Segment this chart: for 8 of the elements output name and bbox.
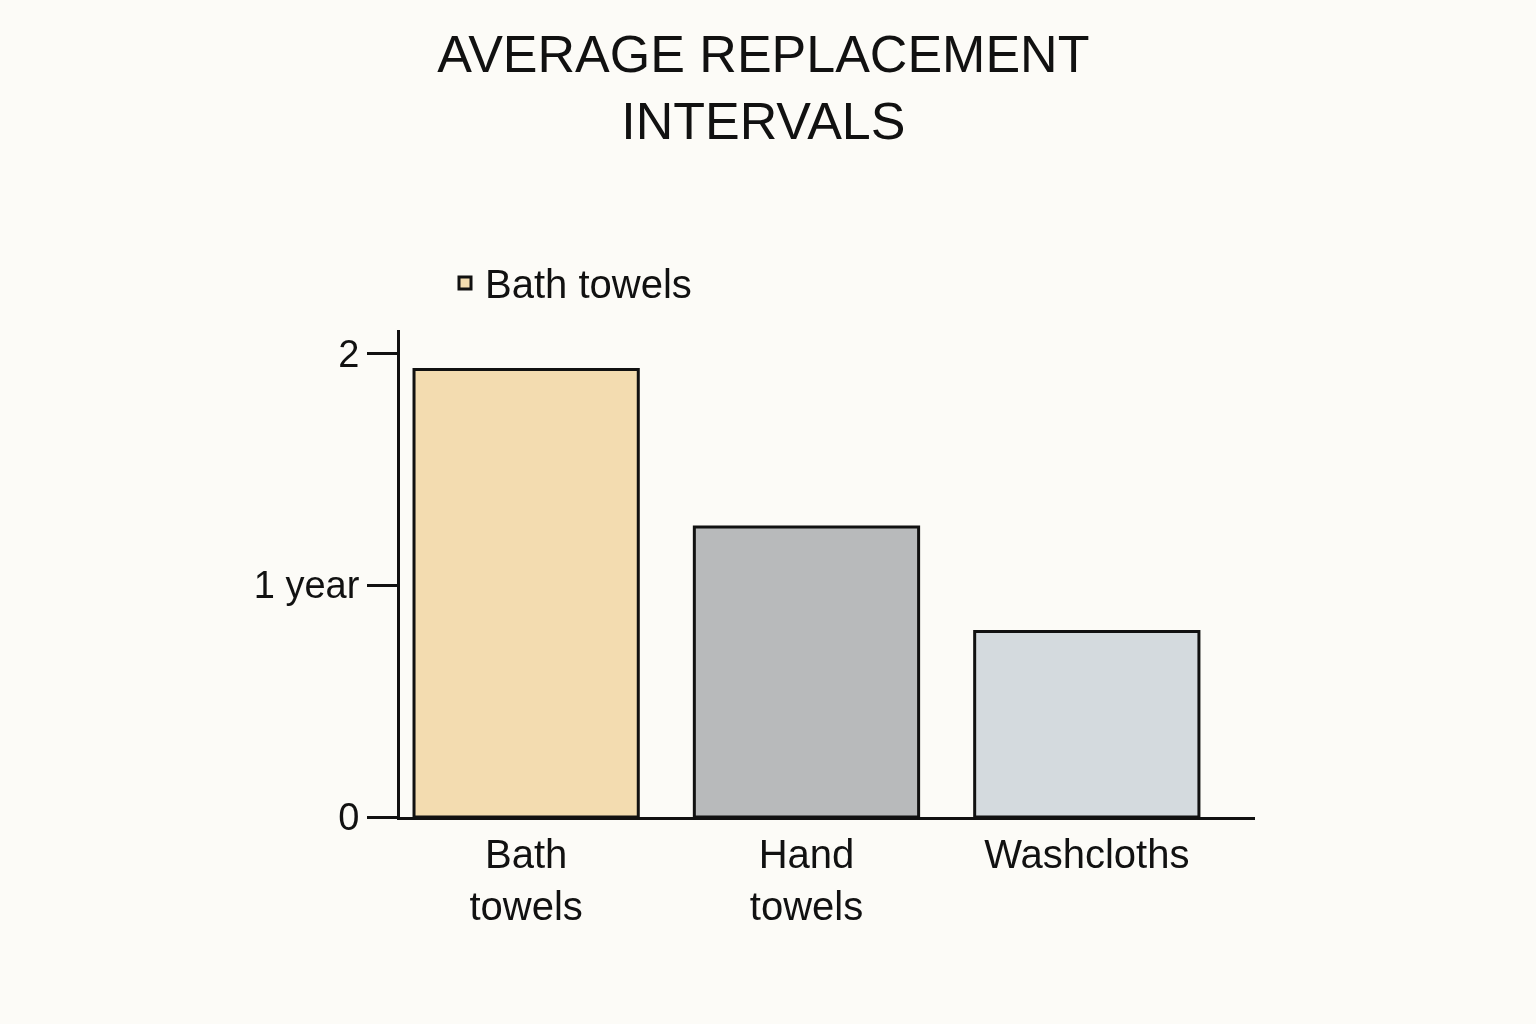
legend-label: Bath towels xyxy=(485,262,692,307)
x-tick-label: Hand towels xyxy=(749,832,864,928)
y-tick-label: 0 xyxy=(338,796,360,839)
x-tick-label: Bath towels xyxy=(469,832,583,928)
x-tick-label: Washcloths xyxy=(984,832,1190,876)
y-tick-label: 1 year xyxy=(253,564,360,607)
y-tick-label: 2 xyxy=(338,332,360,375)
chart-title: AVERAGE REPLACEMENT INTERVALS xyxy=(437,24,1090,151)
